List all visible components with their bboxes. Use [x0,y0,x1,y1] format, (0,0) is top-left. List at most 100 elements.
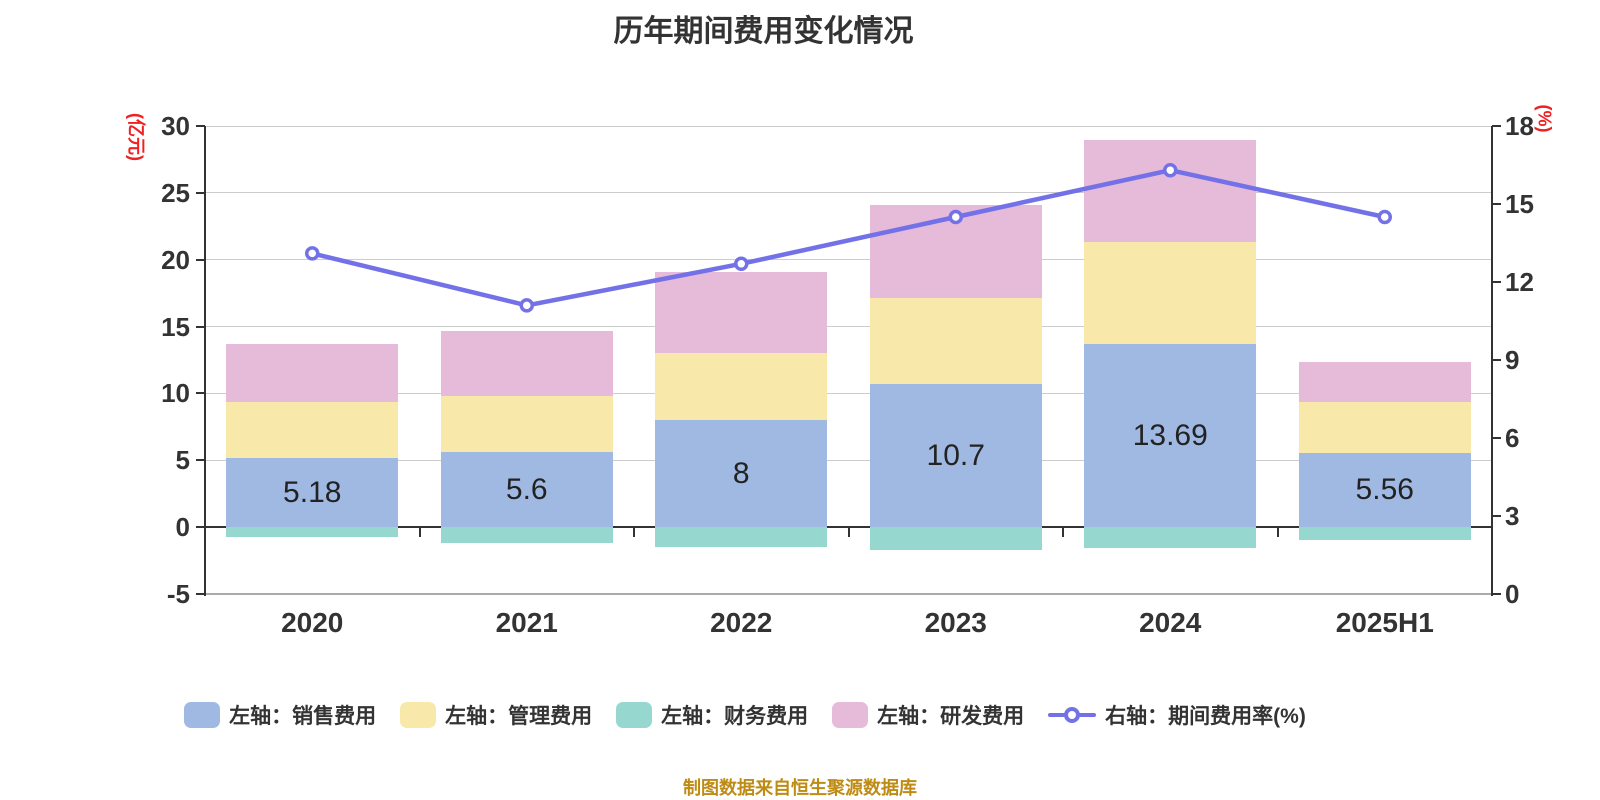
bar-value-label-2023: 10.7 [926,438,985,472]
x-axis-label-2023: 2023 [924,607,987,638]
left-axis-tick-label: 5 [175,445,190,476]
legend-item-finance[interactable]: 左轴：财务费用 [616,700,808,730]
rate-point-2024[interactable] [1163,162,1178,178]
bar-segment-finance-2023[interactable] [869,527,1042,550]
bar-segment-rnd-2020[interactable] [226,344,399,402]
left-axis-tick [196,593,205,595]
gridline [205,326,1492,328]
left-axis-tick [196,526,205,529]
legend-item-management[interactable]: 左轴：管理费用 [400,700,592,730]
bar-segment-sales-2020[interactable] [226,457,399,528]
bar-segment-sales-2021[interactable] [440,452,613,528]
bar-segment-rnd-2025H1[interactable] [1298,361,1471,402]
rate-point-2020[interactable] [305,246,320,261]
legend-item-sales[interactable]: 左轴：销售费用 [184,700,376,730]
bar-segment-management-2020[interactable] [226,401,399,458]
bar-segment-management-2022[interactable] [655,353,828,421]
legend-label-finance: 左轴：财务费用 [661,705,809,728]
bar-value-label-2025H1: 5.56 [1355,472,1414,506]
x-axis-tick [1491,528,1493,538]
bar-segment-management-2024[interactable] [1084,242,1257,345]
left-axis-tick [196,459,205,462]
legend-swatch-rnd-icon [832,702,869,728]
x-axis-tick [418,528,421,538]
bar-segment-rnd-2022[interactable] [655,271,828,354]
bar-segment-rnd-2021[interactable] [440,330,613,397]
left-axis-tick-label: 15 [161,311,190,342]
right-axis-tick [1492,359,1501,361]
legend-swatch-management-icon [400,702,437,728]
bar-segment-finance-2020[interactable] [226,527,399,537]
bar-segment-sales-2024[interactable] [1084,344,1257,528]
bar-segment-management-2023[interactable] [869,298,1042,385]
bar-segment-finance-2021[interactable] [440,527,613,544]
x-axis-label-2020: 2020 [281,607,344,638]
right-axis-tick [1492,203,1501,205]
left-axis-tick-label: 25 [161,177,190,208]
right-axis-tick [1492,593,1501,595]
right-axis-tick-label: 0 [1505,579,1520,609]
bar-segment-sales-2025H1[interactable] [1298,452,1471,528]
legend-label-rnd: 左轴：研发费用 [877,705,1025,728]
right-axis-tick [1492,437,1501,439]
right-axis-tick-label: 15 [1505,189,1534,219]
legend-item-rnd[interactable]: 左轴：研发费用 [832,700,1024,730]
bar-segment-sales-2023[interactable] [869,384,1042,528]
bar-value-label-2020: 5.18 [283,475,342,509]
gridline [205,259,1492,261]
legend-label-line: 右轴：期间费用率(%) [1105,705,1306,728]
bar-segment-sales-2022[interactable] [655,420,828,528]
right-axis-tick [1492,515,1501,517]
left-axis-tick [196,191,205,194]
right-axis-tick-label: 6 [1505,423,1520,453]
chart-title: 历年期间费用变化情况 [613,15,914,48]
data-source-caption: 制图数据来自恒生聚源数据库 [683,778,917,798]
gridline [205,125,1492,127]
rate-point-2025H1[interactable] [1377,209,1392,225]
bar-value-label-2024: 13.69 [1132,418,1208,452]
legend-line-marker-icon [1048,702,1097,728]
right-axis-tick-label: 18 [1505,111,1534,141]
left-axis-tick [196,125,205,127]
bar-value-label-2022: 8 [732,456,750,490]
rate-point-2023[interactable] [948,209,963,225]
x-axis-label-2025H1: 2025H1 [1335,607,1434,638]
gridline [205,593,1492,595]
rate-point-2022[interactable] [734,256,749,272]
bar-segment-finance-2022[interactable] [655,527,828,548]
left-axis-line [204,126,206,596]
x-axis-tick [633,528,635,538]
gridline [205,192,1492,194]
chart-legend: 左轴：销售费用 左轴：管理费用 左轴：财务费用 左轴：研发费用 右轴：期间费用率(%) [0,700,1490,730]
x-axis-line [205,526,1492,529]
left-axis-tick-label: 30 [161,111,190,141]
right-axis-tick [1492,281,1501,283]
left-axis-tick-label: 20 [161,244,190,275]
left-axis-tick-label: 0 [175,512,190,543]
rate-line [311,167,1386,308]
x-axis-tick [1062,528,1064,538]
bar-segment-rnd-2024[interactable] [1084,139,1257,243]
rate-line-series [305,162,1392,313]
bar-value-label-2021: 5.6 [505,472,548,506]
x-axis-tick [204,528,206,538]
legend-swatch-finance-icon [616,702,653,728]
legend-label-management: 左轴：管理费用 [445,705,593,728]
x-axis-tick [1276,528,1279,538]
right-axis-tick-label: 3 [1505,501,1520,531]
left-axis-tick [196,392,205,395]
bar-segment-finance-2024[interactable] [1084,527,1257,548]
bar-segment-management-2021[interactable] [440,396,613,453]
left-axis-tick-label: 10 [161,378,190,409]
left-axis-tick-label: -5 [166,579,190,609]
legend-item-line[interactable]: 右轴：期间费用率(%) [1048,700,1306,730]
bar-segment-finance-2025H1[interactable] [1298,527,1471,540]
right-axis-line [1491,126,1493,596]
x-axis-label-2022: 2022 [710,607,773,638]
rate-point-2021[interactable] [519,298,534,313]
legend-label-sales: 左轴：销售费用 [229,705,377,728]
bar-segment-management-2025H1[interactable] [1298,401,1471,453]
x-axis-label-2024: 2024 [1139,607,1202,638]
